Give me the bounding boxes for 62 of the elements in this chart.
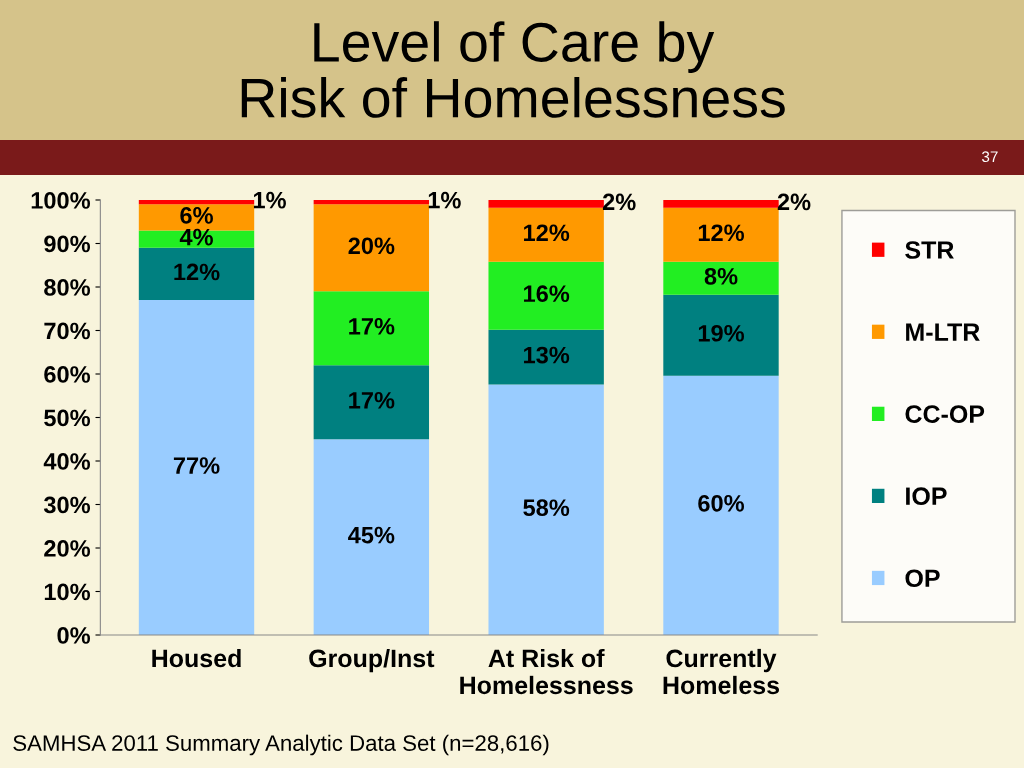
data-label: 13% bbox=[524, 346, 570, 364]
legend-label: M-LTR bbox=[906, 323, 980, 341]
data-label: 6% bbox=[180, 207, 213, 224]
y-tick-label: 20% bbox=[44, 540, 91, 557]
bar bbox=[138, 247, 255, 301]
bar bbox=[313, 204, 430, 292]
bar bbox=[313, 365, 430, 440]
bar bbox=[138, 200, 255, 205]
data-label: 16% bbox=[524, 285, 570, 303]
x-tick-label: Group/Inst bbox=[309, 648, 435, 673]
bar bbox=[488, 261, 604, 330]
bar bbox=[313, 200, 430, 205]
bar bbox=[663, 200, 779, 208]
bar bbox=[313, 439, 430, 635]
data-label: 58% bbox=[523, 499, 570, 517]
x-tick-label: At Risk of Homelessness bbox=[460, 648, 633, 695]
data-label: 2% bbox=[777, 193, 811, 211]
legend-label: OP bbox=[905, 569, 940, 588]
legend-label: STR bbox=[905, 241, 954, 259]
bar bbox=[313, 291, 430, 366]
bar bbox=[663, 375, 779, 635]
bar bbox=[138, 230, 255, 248]
data-label: 17% bbox=[349, 391, 395, 409]
data-label: 12% bbox=[524, 224, 570, 242]
x-tick-label: Housed bbox=[152, 648, 241, 668]
y-tick-label: 70% bbox=[44, 322, 91, 340]
y-tick-label: 30% bbox=[43, 496, 91, 514]
data-label: 60% bbox=[698, 494, 744, 512]
bar bbox=[663, 207, 779, 262]
data-label: 1% bbox=[253, 191, 286, 209]
bar bbox=[488, 200, 604, 208]
bar bbox=[663, 261, 779, 295]
data-label: 20% bbox=[348, 237, 395, 255]
bar bbox=[663, 294, 779, 376]
y-tick-label: 90% bbox=[44, 235, 91, 253]
text: SAMHSA 2011 Summary Analytic Data Set (n=28,616) bbox=[13, 734, 549, 756]
data-label: 8% bbox=[704, 267, 738, 285]
y-tick-label: 80% bbox=[44, 279, 91, 296]
text: 37 bbox=[981, 151, 998, 163]
data-label: 1% bbox=[428, 191, 461, 209]
legend-label: IOP bbox=[906, 487, 947, 506]
bar bbox=[488, 384, 604, 635]
legend-label: CC-OP bbox=[905, 405, 985, 423]
data-label: 19% bbox=[698, 324, 744, 342]
y-tick-label: 10% bbox=[44, 583, 91, 601]
data-label: 2% bbox=[602, 193, 636, 211]
y-tick-label: 60% bbox=[44, 366, 91, 383]
y-tick-label: 100% bbox=[31, 192, 91, 209]
y-tick-label: 50% bbox=[44, 409, 91, 427]
bar bbox=[138, 300, 255, 635]
data-label: 77% bbox=[173, 457, 220, 474]
y-tick-label: 40% bbox=[43, 453, 91, 470]
data-label: 45% bbox=[348, 526, 395, 544]
data-label: 17% bbox=[349, 318, 395, 335]
y-tick-label: 0% bbox=[57, 627, 91, 644]
data-label: 4% bbox=[179, 228, 213, 246]
data-label: 12% bbox=[174, 263, 220, 281]
bar bbox=[488, 329, 604, 385]
bar bbox=[488, 207, 604, 262]
data-label: 12% bbox=[698, 224, 744, 242]
chart-title: Level of Care by Risk of Homelessness bbox=[241, 21, 785, 118]
x-tick-label: Currently Homeless bbox=[663, 648, 780, 695]
